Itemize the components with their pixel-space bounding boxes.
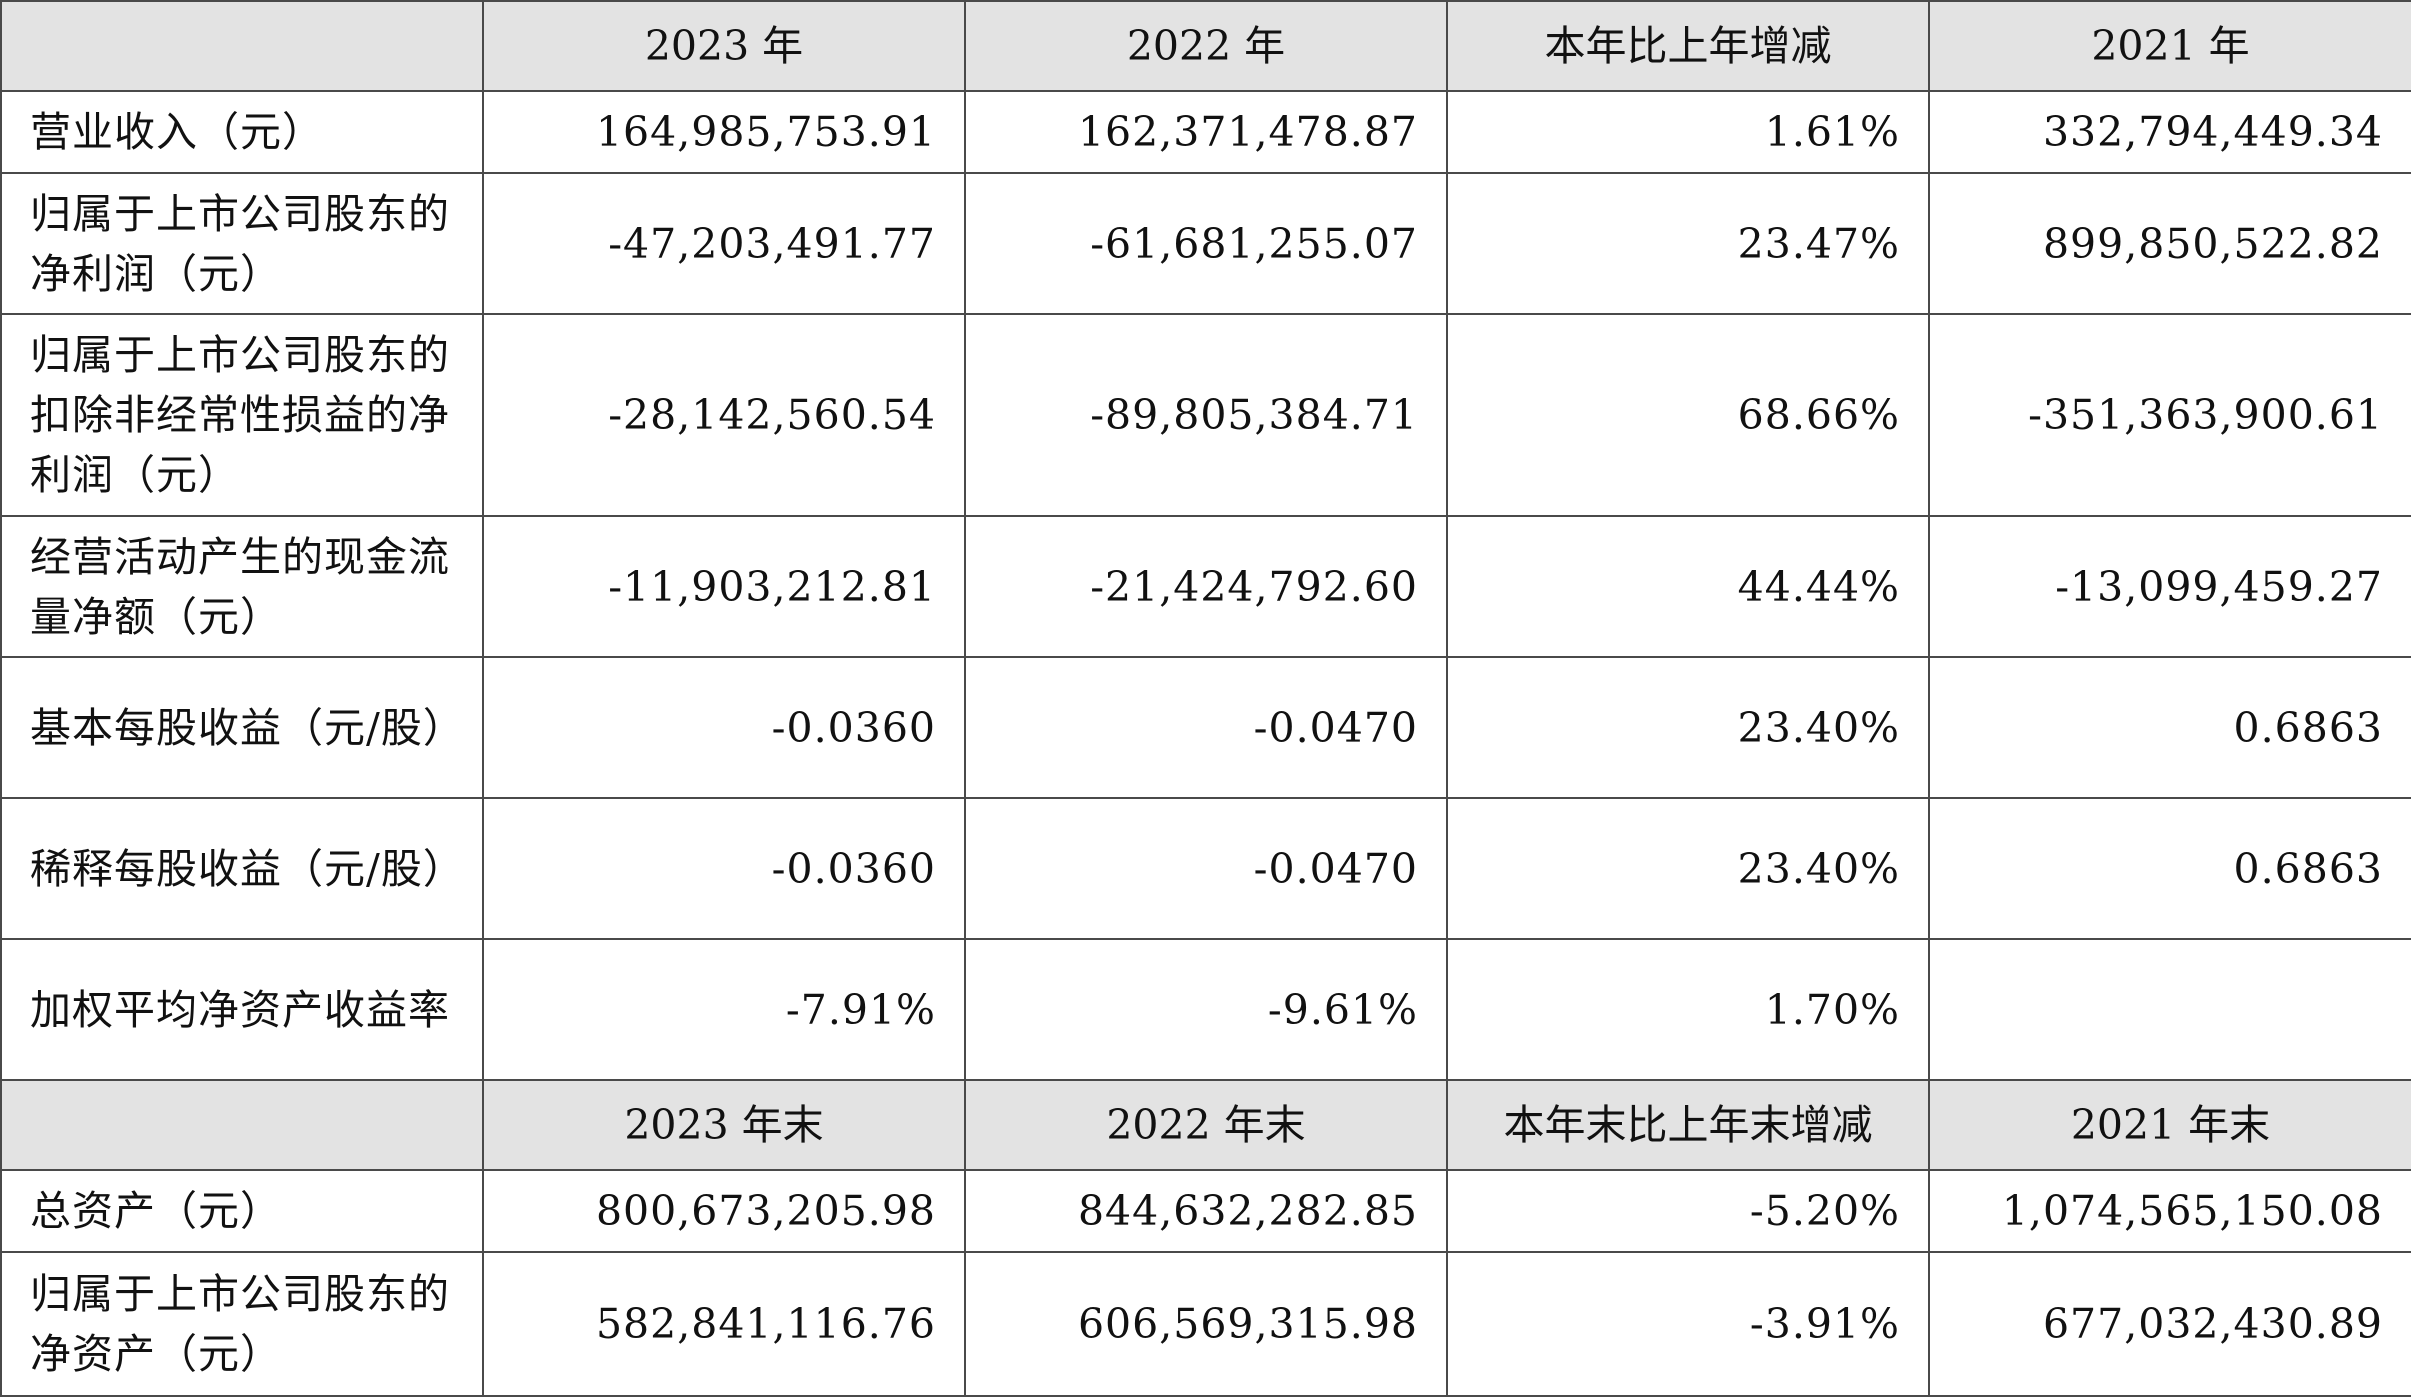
row-label: 归属于上市公司股东的净资产（元） [0, 1251, 484, 1397]
row-basic-eps: 基本每股收益（元/股） -0.0360 -0.0470 23.40% 0.686… [0, 656, 2411, 799]
header-row-year-end: 2023 年末 2022 年末 本年末比上年末增减 2021 年末 [0, 1079, 2411, 1171]
value-2021: 1,074,565,150.08 [1928, 1169, 2411, 1253]
row-label: 归属于上市公司股东的净利润（元） [0, 172, 484, 315]
value-change: 44.44% [1446, 515, 1930, 658]
row-diluted-eps: 稀释每股收益（元/股） -0.0360 -0.0470 23.40% 0.686… [0, 797, 2411, 940]
header-2021-end: 2021 年末 [1928, 1079, 2411, 1171]
value-2021: 0.6863 [1928, 656, 2411, 799]
value-2023: 800,673,205.98 [482, 1169, 966, 1253]
value-2022: -0.0470 [964, 797, 1448, 940]
header-2022-end: 2022 年末 [964, 1079, 1448, 1171]
header-2021: 2021 年 [1928, 0, 2411, 92]
header-row-annual: 2023 年 2022 年 本年比上年增减 2021 年 [0, 0, 2411, 92]
value-2022: -0.0470 [964, 656, 1448, 799]
header-2023: 2023 年 [482, 0, 966, 92]
header-change: 本年比上年增减 [1446, 0, 1930, 92]
row-label: 经营活动产生的现金流量净额（元） [0, 515, 484, 658]
value-2022: -89,805,384.71 [964, 313, 1448, 517]
value-2021: 899,850,522.82 [1928, 172, 2411, 315]
value-change: 23.47% [1446, 172, 1930, 315]
row-label: 总资产（元） [0, 1169, 484, 1253]
header-change-end: 本年末比上年末增减 [1446, 1079, 1930, 1171]
value-change: -5.20% [1446, 1169, 1930, 1253]
value-2022: 844,632,282.85 [964, 1169, 1448, 1253]
value-change: 68.66% [1446, 313, 1930, 517]
value-2021: -351,363,900.61 [1928, 313, 2411, 517]
value-change: 23.40% [1446, 797, 1930, 940]
row-label: 归属于上市公司股东的扣除非经常性损益的净利润（元） [0, 313, 484, 517]
value-2022: -9.61% [964, 938, 1448, 1081]
value-2022: 606,569,315.98 [964, 1251, 1448, 1397]
value-2023: 164,985,753.91 [482, 90, 966, 174]
row-net-profit-deducted: 归属于上市公司股东的扣除非经常性损益的净利润（元） -28,142,560.54… [0, 313, 2411, 517]
value-change: 1.70% [1446, 938, 1930, 1081]
row-label: 加权平均净资产收益率 [0, 938, 484, 1081]
value-2022: 162,371,478.87 [964, 90, 1448, 174]
value-2021: 677,032,430.89 [1928, 1251, 2411, 1397]
row-label: 稀释每股收益（元/股） [0, 797, 484, 940]
value-2023: -28,142,560.54 [482, 313, 966, 517]
value-2023: -0.0360 [482, 797, 966, 940]
value-2021: 332,794,449.34 [1928, 90, 2411, 174]
value-2022: -21,424,792.60 [964, 515, 1448, 658]
value-2022: -61,681,255.07 [964, 172, 1448, 315]
header-corner-cell [0, 0, 484, 92]
row-label: 基本每股收益（元/股） [0, 656, 484, 799]
value-2023: -0.0360 [482, 656, 966, 799]
header-2023-end: 2023 年末 [482, 1079, 966, 1171]
value-2021: -13,099,459.27 [1928, 515, 2411, 658]
value-change: -3.91% [1446, 1251, 1930, 1397]
header-corner-cell [0, 1079, 484, 1171]
row-label: 营业收入（元） [0, 90, 484, 174]
value-2023: 582,841,116.76 [482, 1251, 966, 1397]
value-change: 1.61% [1446, 90, 1930, 174]
value-2021 [1928, 938, 2411, 1081]
value-2023: -47,203,491.77 [482, 172, 966, 315]
row-revenue: 营业收入（元） 164,985,753.91 162,371,478.87 1.… [0, 90, 2411, 174]
value-change: 23.40% [1446, 656, 1930, 799]
value-2023: -7.91% [482, 938, 966, 1081]
row-weighted-roe: 加权平均净资产收益率 -7.91% -9.61% 1.70% [0, 938, 2411, 1081]
header-2022: 2022 年 [964, 0, 1448, 92]
value-2021: 0.6863 [1928, 797, 2411, 940]
row-net-assets: 归属于上市公司股东的净资产（元） 582,841,116.76 606,569,… [0, 1251, 2411, 1397]
row-total-assets: 总资产（元） 800,673,205.98 844,632,282.85 -5.… [0, 1169, 2411, 1253]
value-2023: -11,903,212.81 [482, 515, 966, 658]
row-net-profit: 归属于上市公司股东的净利润（元） -47,203,491.77 -61,681,… [0, 172, 2411, 315]
row-operating-cash-flow: 经营活动产生的现金流量净额（元） -11,903,212.81 -21,424,… [0, 515, 2411, 658]
